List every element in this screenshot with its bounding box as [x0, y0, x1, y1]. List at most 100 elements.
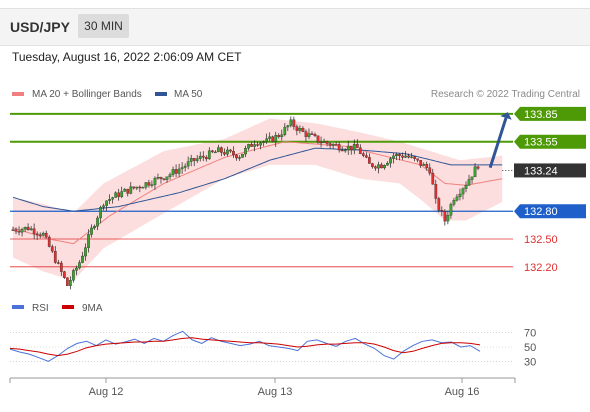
candle-body	[340, 149, 344, 152]
candle-body	[210, 150, 214, 153]
candle-body	[156, 177, 160, 179]
candle-body	[53, 250, 57, 263]
candle-body	[449, 204, 453, 216]
candle-body	[383, 165, 386, 169]
copyright-text: Research © 2022 Trading Central	[430, 89, 580, 100]
candle-body	[75, 267, 78, 271]
rsi-legend-swatch-0	[12, 305, 24, 309]
rsi-tick-label-2: 30	[524, 356, 536, 368]
level-label-resistance-1: 133.55	[524, 137, 558, 149]
candle-body	[117, 192, 121, 197]
candle-body	[105, 200, 108, 206]
candle-body	[138, 186, 142, 189]
candle-body	[280, 134, 284, 138]
candle-body	[186, 161, 190, 167]
candle-body	[168, 174, 172, 177]
candle-body	[419, 160, 423, 166]
candle-body	[313, 134, 317, 136]
candle-body	[171, 169, 175, 175]
candle-body	[407, 155, 410, 158]
timeframe-button[interactable]: 30 MIN	[78, 14, 129, 38]
candle-body	[93, 226, 96, 229]
candle-body	[253, 144, 256, 147]
candle-body	[129, 186, 133, 194]
rsi-legend-label-1: 9MA	[82, 303, 103, 314]
level-tag-resistance-0	[514, 106, 586, 121]
candle-body	[364, 155, 368, 158]
projection-arrow-head	[500, 112, 512, 120]
candle-body	[132, 186, 136, 189]
candle-body	[268, 136, 272, 139]
candle-body	[23, 226, 27, 230]
candle-body	[66, 277, 69, 286]
candle-body	[217, 147, 220, 153]
level-tag-resistance-1	[514, 134, 586, 149]
candle-body	[11, 229, 15, 231]
candle-body	[29, 228, 33, 231]
candle-body	[334, 144, 338, 146]
candle-body	[195, 158, 199, 161]
candle-body	[259, 142, 262, 146]
candle-body	[355, 144, 359, 148]
candle-body	[174, 169, 178, 174]
rsi-series-rsi	[9, 330, 481, 362]
level-tag-pivot-3	[514, 204, 586, 219]
time-axis: Aug 12 Aug 13 Aug 16	[9, 377, 516, 398]
candle-body	[177, 168, 181, 174]
candle-body	[431, 172, 435, 185]
candle-body	[425, 163, 429, 168]
candle-body	[229, 149, 232, 152]
time-axis-label-1: Aug 13	[258, 386, 293, 398]
rsi-panel: RSI 9MA 70 50 30	[9, 303, 536, 368]
candle-body	[35, 233, 39, 235]
candle-body	[90, 227, 93, 235]
candle-body	[84, 247, 87, 257]
candle-body	[180, 167, 184, 170]
bollinger-band	[13, 118, 503, 281]
candle-body	[38, 234, 42, 236]
datetime-label: Tuesday, August 16, 2022 2:06:09 AM CET	[12, 50, 242, 64]
price-panel: 133.85 133.55 133.24 132.80 132.50 132.20	[10, 106, 586, 290]
candle-body	[262, 141, 266, 144]
level-label-pivot-3: 132.80	[524, 206, 558, 218]
candle-body	[395, 154, 398, 157]
candle-body	[111, 197, 115, 200]
legend-label-ma20: MA 20 + Bollinger Bands	[32, 89, 142, 100]
current-price-label: 133.24	[524, 165, 558, 177]
candle-body	[455, 196, 459, 201]
candle-body	[295, 126, 299, 131]
candle-body	[277, 135, 281, 138]
candle-body	[87, 234, 90, 248]
candle-body	[443, 211, 447, 222]
candle-body	[452, 200, 456, 205]
candle-body	[220, 147, 223, 153]
candle-body	[81, 255, 84, 263]
candle-body	[374, 166, 377, 169]
candle-body	[271, 136, 275, 142]
candle-body	[361, 153, 365, 156]
candle-body	[256, 144, 259, 146]
candle-body	[404, 155, 407, 158]
candle-body	[123, 188, 127, 192]
candle-body	[343, 149, 347, 152]
candle-body	[476, 166, 480, 169]
candle-body	[59, 262, 63, 272]
candle-body	[473, 166, 477, 178]
candle-body	[26, 226, 30, 231]
candle-body	[20, 229, 24, 233]
rsi-tick-label-1: 50	[524, 342, 536, 354]
candle-body	[207, 150, 211, 160]
candle-body	[328, 143, 332, 146]
candle-body	[428, 167, 432, 174]
candle-body	[398, 154, 401, 157]
candle-body	[241, 153, 244, 158]
candle-body	[392, 155, 395, 159]
candle-body	[292, 119, 296, 127]
level-label-support-5: 132.20	[524, 262, 558, 274]
rsi-legend-swatch-1	[62, 305, 74, 309]
candle-body	[413, 156, 417, 159]
legend-swatch-ma50	[155, 92, 167, 96]
candle-body	[458, 193, 462, 198]
candle-body	[349, 145, 353, 151]
candle-body	[322, 141, 326, 143]
